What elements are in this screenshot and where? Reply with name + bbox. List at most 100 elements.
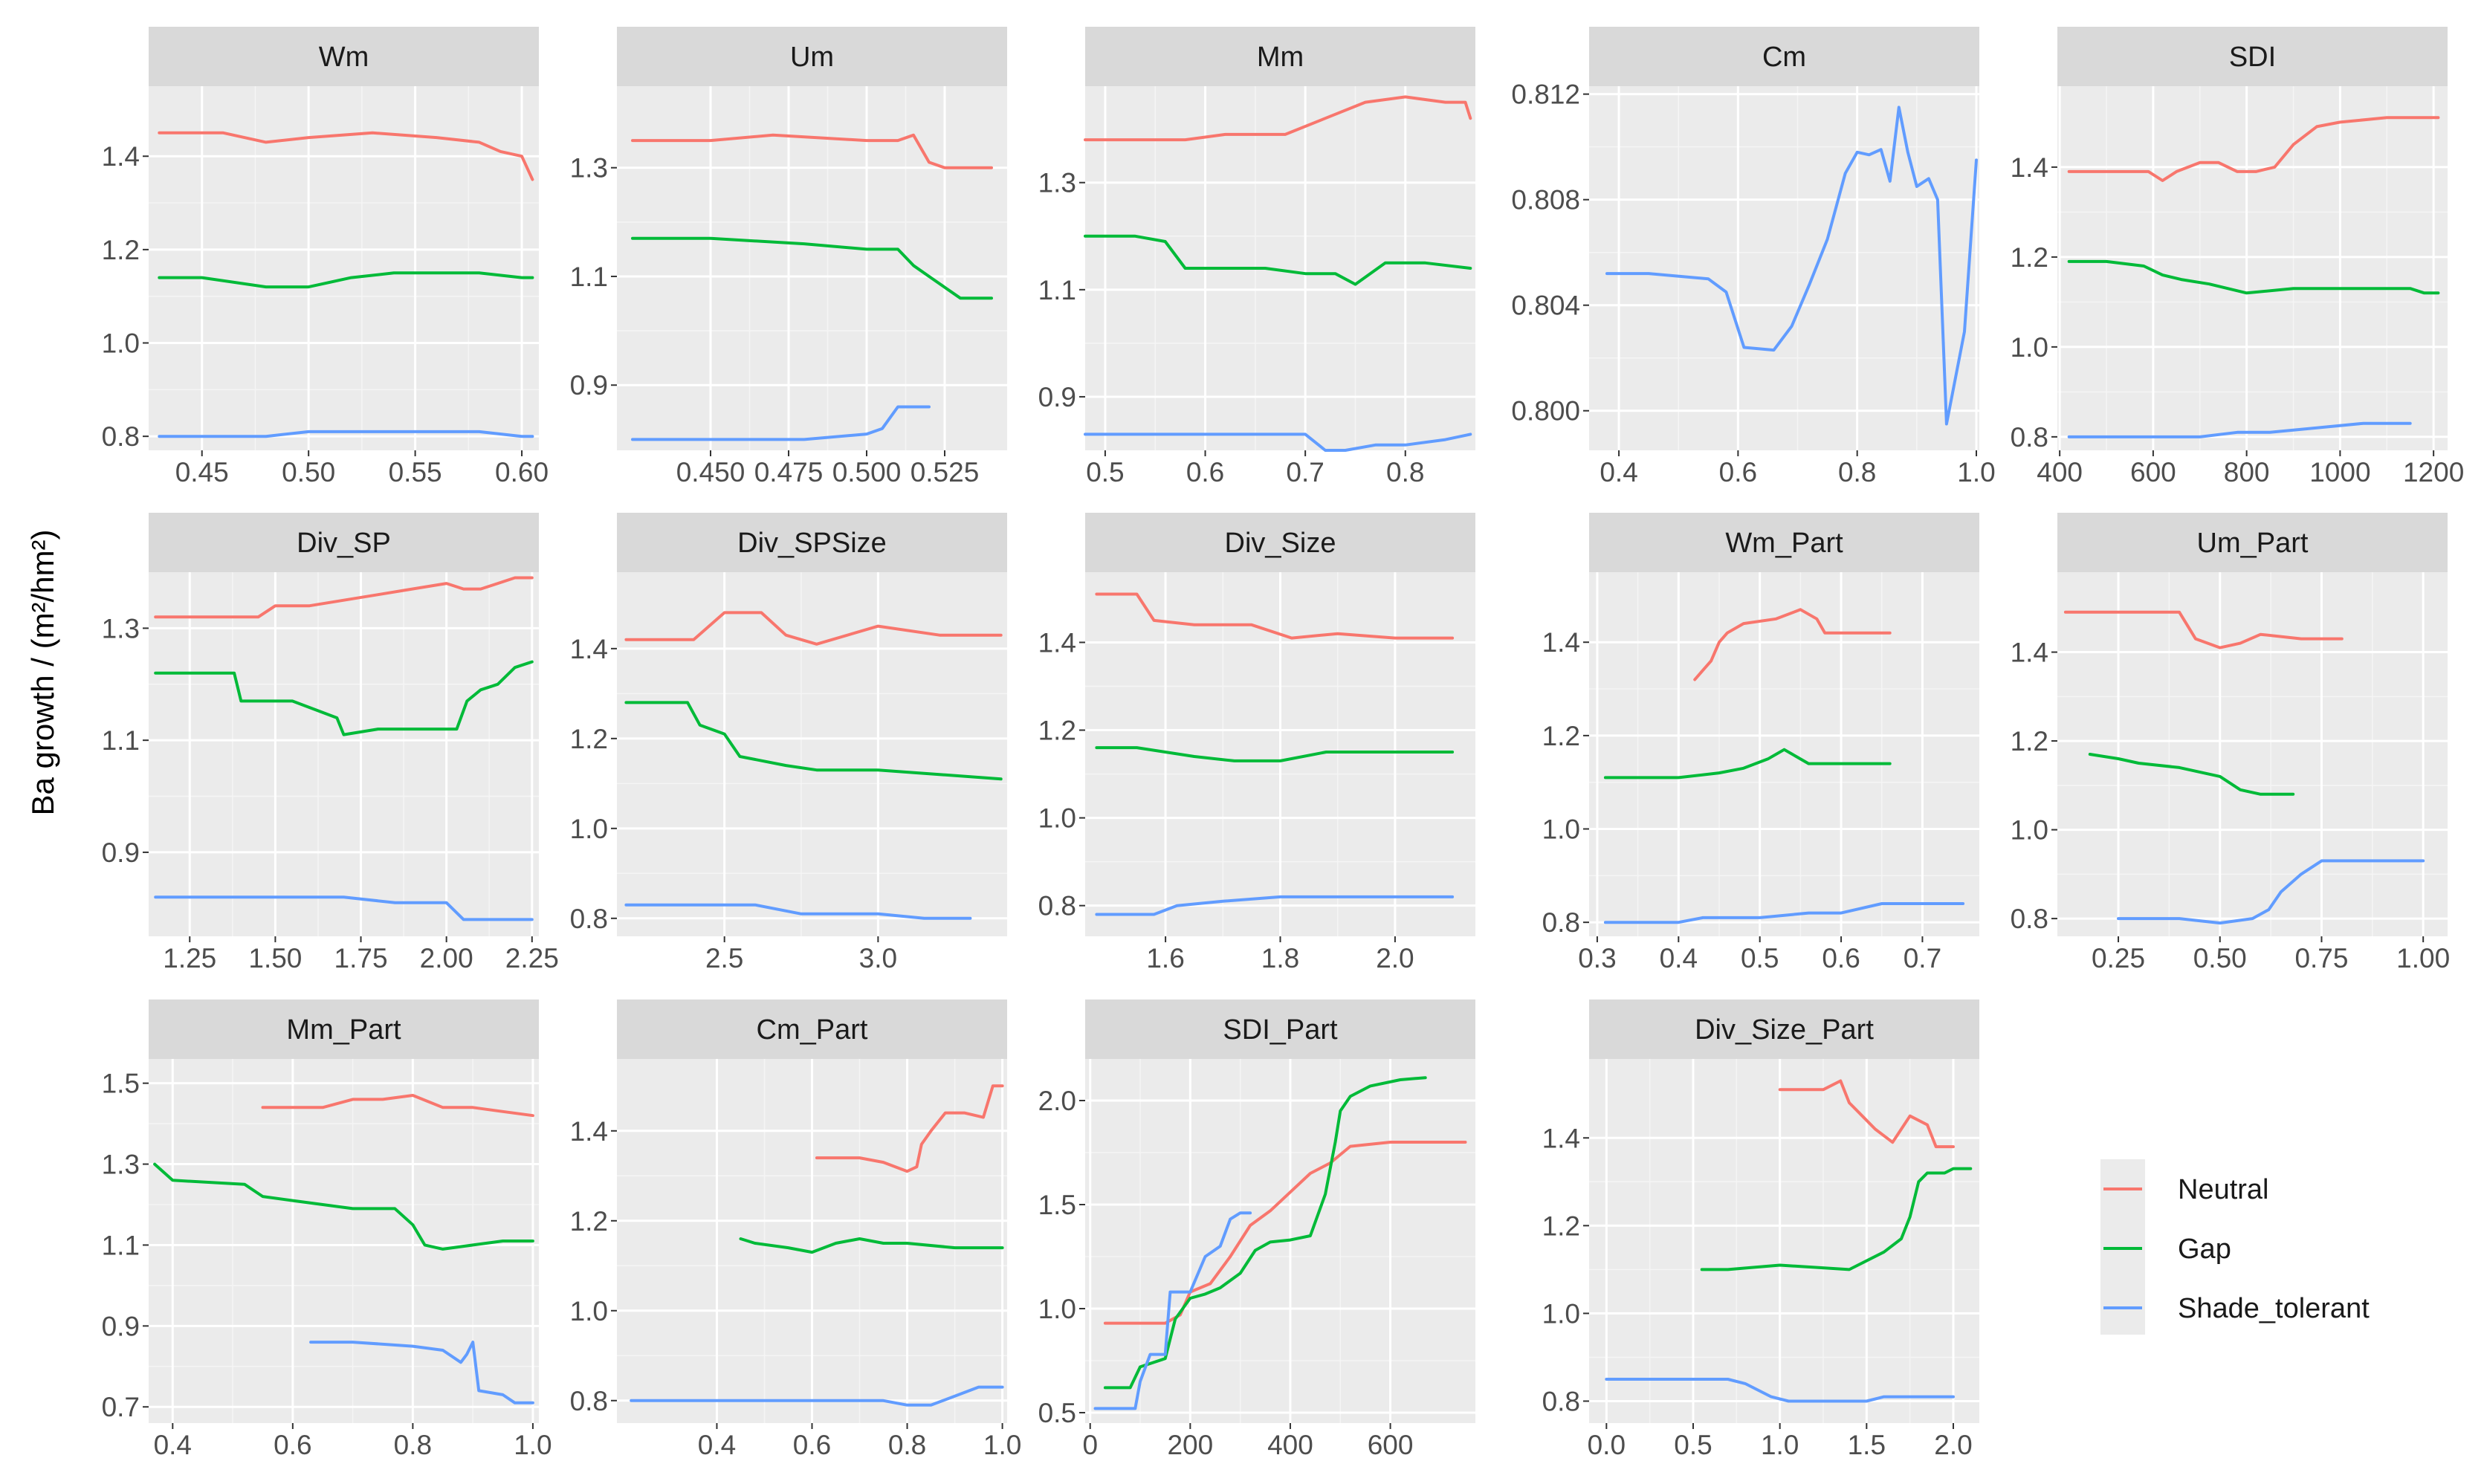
x-tick-label: 3.0 <box>859 943 897 973</box>
x-tick-label: 0.7 <box>1286 457 1324 487</box>
plot-area-mm-part <box>149 1059 539 1423</box>
y-tick-label: 0.8 <box>1038 891 1076 921</box>
series-shade-tolerant-um-part <box>2117 859 2425 925</box>
x-tick-label: 0.75 <box>2294 943 2348 973</box>
plot-area-wm-part <box>1589 572 1979 936</box>
x-tick-label: 2.5 <box>705 943 743 973</box>
series-gap-mm-part <box>153 1162 534 1251</box>
y-tick-label: 1.0 <box>1038 803 1076 834</box>
x-tick-label: 1.75 <box>334 943 388 973</box>
series-gap-cm-part <box>739 1237 1004 1254</box>
y-tick-label: 1.3 <box>102 613 140 644</box>
series-shade-tolerant-cm <box>1605 106 1978 426</box>
x-tick-label: 0.6 <box>274 1430 311 1460</box>
x-tick-label: 0 <box>1082 1430 1098 1460</box>
y-tick-label: 1.0 <box>1038 1294 1076 1324</box>
panel-sdi: SDI 400 600 800 1000 1200 0.8 1.0 1.2 1.4 <box>2011 27 2464 487</box>
x-tick-label: 0.45 <box>175 457 229 487</box>
series-neutral-mm-part <box>261 1094 534 1118</box>
series-neutral-mm <box>1084 95 1472 142</box>
x-tick-label: 2.0 <box>1376 943 1414 973</box>
strip-div-size <box>1085 513 1475 572</box>
y-tick-label: 1.2 <box>570 1206 608 1237</box>
y-tick-label: 1.2 <box>2011 242 2048 273</box>
series-shade-tolerant-sdi <box>2067 421 2412 438</box>
y-tick-label: 1.4 <box>1038 627 1076 658</box>
strip-title-mm-part: Mm_Part <box>286 1014 401 1046</box>
x-tick-label: 0.8 <box>888 1430 926 1460</box>
plot-area-div-spsize <box>617 572 1007 936</box>
panel-sdi-part: SDI_Part 0 200 400 600 0.5 1.0 1.5 2.0 <box>1038 999 1475 1460</box>
series-neutral-div-spsize <box>624 611 1003 646</box>
y-tick-label: 1.0 <box>102 328 140 359</box>
y-tick-label: 1.4 <box>570 634 608 664</box>
strip-title-sdi: SDI <box>2229 42 2276 73</box>
panel-um-part: Um_Part 0.25 0.50 0.75 1.00 0.8 1.0 1.2 1.4 <box>2011 513 2450 973</box>
plot-area-um <box>617 86 1007 450</box>
y-tick-label: 1.1 <box>570 262 608 292</box>
x-tick-label: 0.6 <box>1186 457 1224 487</box>
strip-title-wm-part: Wm_Part <box>1725 528 1843 559</box>
strip-sdi <box>2057 27 2448 86</box>
x-tick-label: 0.8 <box>394 1430 432 1460</box>
y-tick-label: 0.9 <box>570 370 608 401</box>
x-tick-label: 600 <box>2130 457 2176 487</box>
x-tick-label: 0.8 <box>1838 457 1876 487</box>
panel-wm-part: Wm_Part 0.3 0.4 0.5 0.6 0.7 0.8 1.0 1.2 1.4 <box>1542 513 1979 973</box>
y-tick-label: 2.0 <box>1038 1086 1076 1116</box>
series-shade-tolerant-sdi-part <box>1093 1211 1252 1410</box>
panel-div-sp: Div_SP 1.25 1.50 1.75 2.00 2.25 0.9 1.1 1.3 <box>102 513 559 973</box>
series-neutral-div-sp <box>154 576 534 619</box>
strip-div-sp <box>149 513 539 572</box>
strip-cm-part <box>617 999 1007 1059</box>
x-tick-label: 0.4 <box>698 1430 736 1460</box>
y-tick-label: 1.2 <box>2011 726 2048 756</box>
x-tick-label: 1.25 <box>163 943 216 973</box>
series-gap-div-spsize <box>624 701 1003 781</box>
series-shade-tolerant-div-sp <box>154 895 534 921</box>
strip-mm-part <box>149 999 539 1059</box>
y-tick-label: 1.0 <box>570 814 608 844</box>
strip-title-wm: Wm <box>319 42 369 73</box>
series-gap-um <box>631 236 993 300</box>
x-tick-label: 0.450 <box>676 457 745 487</box>
y-tick-label: 1.2 <box>1542 721 1580 751</box>
series-gap-sdi <box>2067 259 2440 295</box>
panel-div-size: Div_Size 1.6 1.8 2.0 0.8 1.0 1.2 1.4 <box>1038 513 1475 973</box>
series-gap-div-sp <box>154 660 534 736</box>
x-tick-label: 0.55 <box>389 457 442 487</box>
legend-label-neutral: Neutral <box>2178 1174 2269 1205</box>
panel-um: Um 0.450 0.475 0.500 0.525 0.9 1.1 1.3 <box>570 27 1007 487</box>
series-shade-tolerant-cm-part <box>630 1385 1004 1407</box>
y-tick-label: 1.0 <box>2011 815 2048 846</box>
x-tick-label: 1.0 <box>983 1430 1021 1460</box>
strip-title-cm: Cm <box>1762 42 1806 73</box>
x-tick-label: 2.25 <box>505 943 559 973</box>
x-tick-label: 0.5 <box>1741 943 1779 973</box>
strip-cm <box>1589 27 1979 86</box>
y-tick-label: 1.3 <box>570 153 608 184</box>
x-tick-label: 1000 <box>2309 457 2370 487</box>
series-shade-tolerant-div-size <box>1095 895 1455 916</box>
y-tick-label: 1.0 <box>1542 1298 1580 1329</box>
legend: Neutral Gap Shade_tolerant <box>2100 1159 2370 1335</box>
y-tick-label: 1.5 <box>102 1069 140 1099</box>
y-tick-label: 1.0 <box>1542 814 1580 845</box>
x-tick-label: 0.6 <box>793 1430 831 1460</box>
series-shade-tolerant-mm <box>1084 432 1472 452</box>
legend-label-shade-tolerant: Shade_tolerant <box>2178 1293 2370 1324</box>
x-tick-label: 400 <box>1267 1430 1313 1460</box>
series-gap-wm-part <box>1603 748 1892 780</box>
series-gap-div-size-part <box>1700 1167 1973 1271</box>
y-tick-label: 0.8 <box>570 1386 608 1416</box>
y-tick-label: 1.2 <box>102 235 140 265</box>
y-tick-label: 1.2 <box>1542 1211 1580 1241</box>
series-shade-tolerant-wm-part <box>1603 902 1965 924</box>
y-tick-label: 0.812 <box>1511 80 1580 110</box>
strip-title-mm: Mm <box>1257 42 1304 73</box>
strip-div-size-part <box>1589 999 1979 1059</box>
y-tick-label: 1.3 <box>1038 168 1076 198</box>
plot-area-sdi <box>2057 86 2448 450</box>
